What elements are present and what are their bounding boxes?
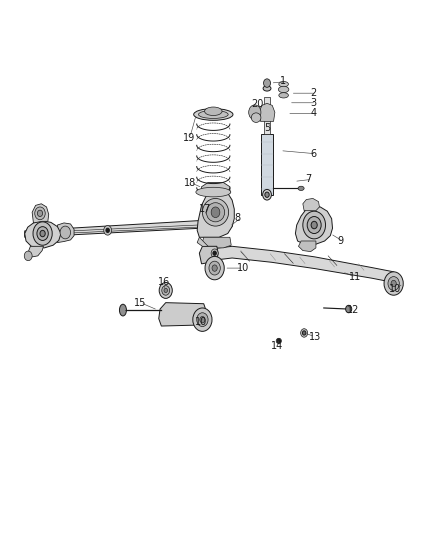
Circle shape	[106, 228, 110, 232]
Circle shape	[193, 308, 212, 332]
Bar	[261, 134, 273, 195]
Polygon shape	[57, 223, 74, 243]
Circle shape	[277, 339, 281, 343]
Polygon shape	[197, 237, 208, 246]
Circle shape	[159, 282, 172, 298]
Ellipse shape	[279, 82, 288, 87]
Polygon shape	[295, 206, 332, 245]
Ellipse shape	[196, 187, 231, 197]
Polygon shape	[201, 237, 231, 248]
Ellipse shape	[279, 93, 288, 98]
Circle shape	[200, 317, 205, 323]
Text: 14: 14	[272, 341, 284, 351]
Text: 7: 7	[305, 174, 312, 184]
Ellipse shape	[251, 113, 261, 123]
Circle shape	[205, 256, 224, 280]
Circle shape	[37, 210, 42, 216]
Text: 1: 1	[280, 77, 286, 86]
Circle shape	[212, 265, 217, 271]
Text: 5: 5	[264, 123, 270, 133]
Circle shape	[35, 207, 45, 220]
Ellipse shape	[194, 109, 233, 120]
Circle shape	[307, 216, 321, 233]
Circle shape	[162, 286, 170, 295]
Ellipse shape	[205, 107, 222, 116]
Ellipse shape	[202, 198, 229, 226]
Circle shape	[303, 211, 325, 239]
Ellipse shape	[298, 186, 304, 190]
Circle shape	[300, 329, 307, 337]
Text: 10: 10	[389, 284, 402, 294]
Circle shape	[264, 79, 271, 87]
Text: 6: 6	[311, 149, 317, 159]
Polygon shape	[303, 198, 319, 211]
Text: 18: 18	[184, 177, 196, 188]
Text: 8: 8	[235, 213, 241, 223]
Circle shape	[263, 189, 272, 200]
Circle shape	[213, 251, 216, 255]
Circle shape	[249, 105, 261, 120]
Text: 4: 4	[311, 108, 317, 118]
Polygon shape	[199, 246, 218, 264]
Text: 3: 3	[311, 98, 317, 108]
Polygon shape	[25, 219, 232, 237]
Circle shape	[197, 313, 208, 327]
Circle shape	[265, 192, 269, 197]
Text: 9: 9	[337, 236, 343, 246]
Polygon shape	[197, 189, 234, 237]
Circle shape	[302, 331, 306, 335]
Circle shape	[104, 225, 112, 235]
Circle shape	[37, 227, 48, 240]
Ellipse shape	[276, 338, 282, 344]
Circle shape	[311, 221, 317, 229]
Circle shape	[391, 280, 396, 287]
Ellipse shape	[198, 110, 228, 118]
Circle shape	[388, 277, 399, 290]
Circle shape	[33, 222, 52, 245]
Text: 19: 19	[183, 133, 195, 143]
Ellipse shape	[206, 203, 225, 222]
Polygon shape	[28, 246, 43, 257]
Text: 2: 2	[311, 88, 317, 98]
Bar	[265, 98, 270, 134]
Circle shape	[40, 230, 45, 237]
Ellipse shape	[263, 86, 271, 91]
Polygon shape	[298, 241, 316, 252]
Circle shape	[24, 251, 32, 261]
Text: 20: 20	[252, 99, 264, 109]
Polygon shape	[159, 303, 206, 326]
Circle shape	[211, 249, 218, 257]
Text: 17: 17	[199, 204, 212, 214]
Polygon shape	[25, 221, 61, 248]
Text: 10: 10	[237, 263, 249, 273]
Text: 11: 11	[349, 272, 361, 282]
Circle shape	[209, 261, 220, 275]
Ellipse shape	[120, 304, 127, 316]
Circle shape	[211, 207, 220, 217]
Polygon shape	[215, 246, 394, 282]
Text: 16: 16	[158, 278, 170, 287]
Polygon shape	[259, 103, 275, 122]
Circle shape	[346, 305, 352, 313]
Polygon shape	[201, 182, 230, 193]
Text: 15: 15	[134, 297, 146, 308]
Polygon shape	[32, 204, 49, 223]
Text: 10: 10	[195, 317, 207, 327]
Circle shape	[60, 226, 71, 239]
Text: 12: 12	[347, 305, 359, 315]
Circle shape	[384, 272, 403, 295]
Circle shape	[164, 288, 167, 293]
Text: 13: 13	[308, 332, 321, 342]
Ellipse shape	[279, 86, 289, 93]
